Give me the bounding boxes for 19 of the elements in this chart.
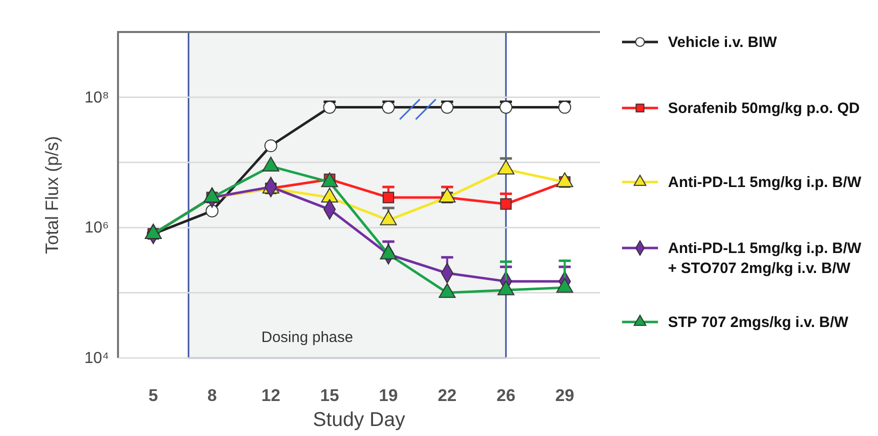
y-axis-title: Total Flux (p/s) xyxy=(42,136,62,254)
x-tick-label: 5 xyxy=(148,386,158,406)
y-tick-label: 10⁴ xyxy=(84,350,110,368)
x-tick-label: 8 xyxy=(207,386,217,406)
x-tick-label: 19 xyxy=(378,386,398,406)
band-label: Dosing phase xyxy=(261,329,354,346)
legend-label: STP 707 2mgs/kg i.v. B/W xyxy=(668,314,850,331)
x-axis-title: Study Day xyxy=(312,409,406,431)
x-tick-label: 12 xyxy=(261,386,280,406)
x-tick-label: 22 xyxy=(438,386,457,406)
y-tick-label: 10⁶ xyxy=(84,220,109,237)
legend-label: Anti-PD-L1 5mg/kg i.p. B/W + STO707 2mg/kg i.v. B/W xyxy=(668,240,862,277)
x-tick-label: 15 xyxy=(320,386,340,406)
legend-label: Sorafenib 50mg/kg p.o. QD xyxy=(668,100,860,117)
legend-label: Vehicle i.v. BIW xyxy=(668,34,778,51)
x-tick-label: 29 xyxy=(555,386,574,406)
legend-label: Anti-PD-L1 5mg/kg i.p. B/W xyxy=(668,174,862,191)
x-tick-label: 26 xyxy=(496,386,516,406)
y-tick-label: 10⁸ xyxy=(84,89,109,106)
